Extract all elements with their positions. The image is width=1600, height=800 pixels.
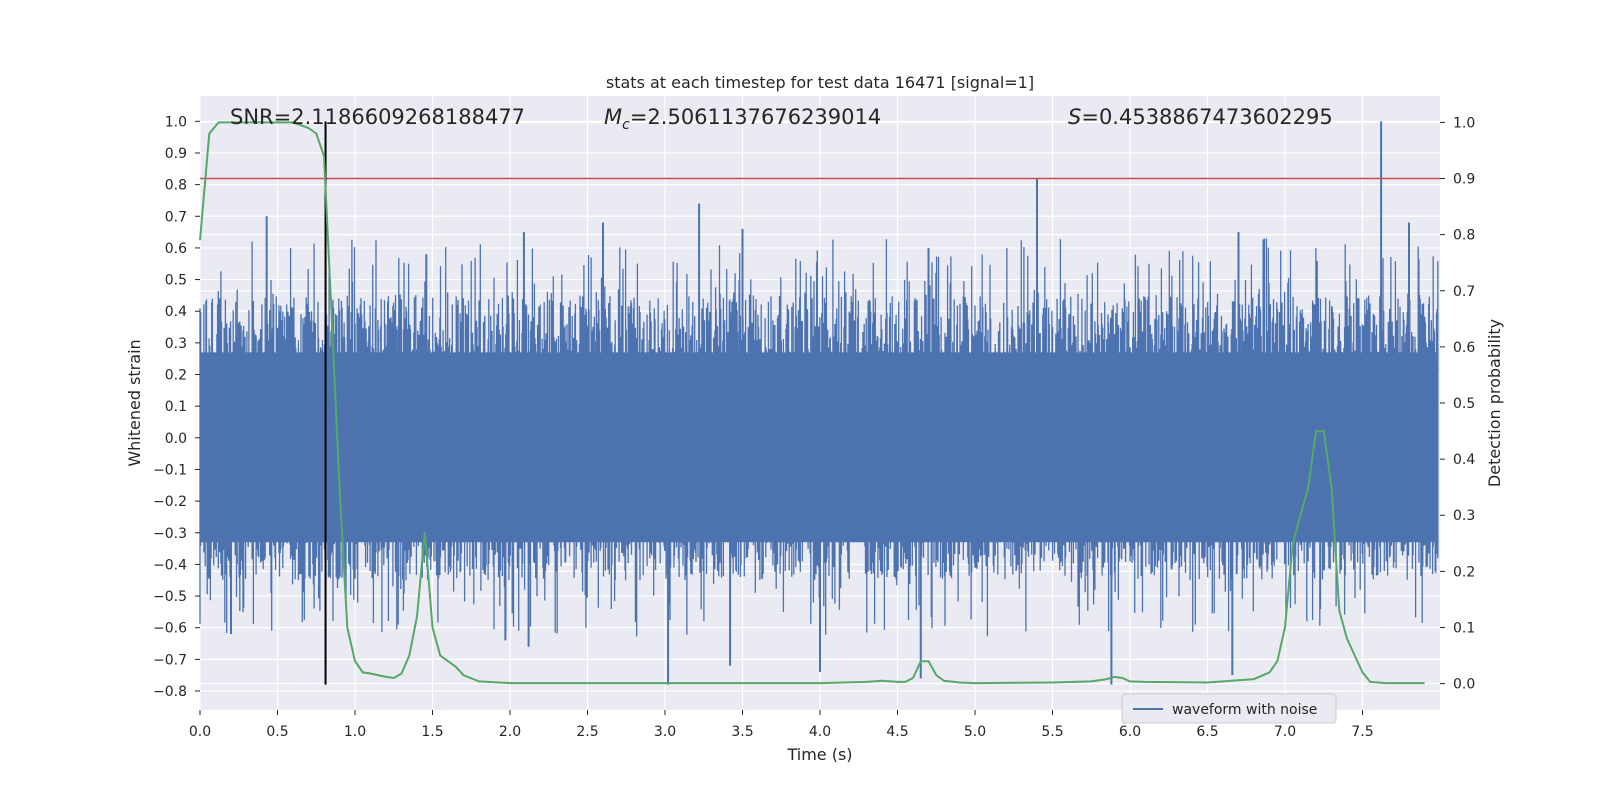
x-tick-label: 4.0 [809, 724, 831, 740]
y-tick-label: −0.5 [153, 589, 187, 605]
x-tick-label: 1.0 [344, 724, 366, 740]
right-axis-ticks: 1.0 0.9 0.8 0.7 0.6 0.5 0.4 0.3 0.2 0.1 0.0 [1440, 115, 1475, 693]
y-tick-label: 0.6 [165, 241, 187, 257]
x-tick-label: 5.5 [1041, 724, 1063, 740]
s-annotation: S=0.4538867473602295 [1068, 105, 1333, 129]
s-symbol: S [1068, 105, 1081, 129]
x-tick-label: 1.5 [421, 724, 443, 740]
x-tick-label: 7.0 [1274, 724, 1296, 740]
y2-tick-label: 0.3 [1453, 508, 1475, 524]
overlay-lines [199, 121, 1440, 685]
legend-box [1121, 693, 1337, 724]
x-tick-label: 2.0 [499, 724, 521, 740]
y-axis-label: Whitened strain [125, 339, 144, 466]
x-tick-label: 0.5 [266, 724, 288, 740]
y-tick-label: −0.2 [153, 494, 187, 510]
y2-tick-label: 0.9 [1453, 172, 1475, 188]
y-tick-label: 0.4 [165, 304, 187, 320]
y2-tick-label: 0.1 [1453, 620, 1475, 636]
y2-tick-label: 0.0 [1453, 677, 1475, 693]
legend: waveform with noise [1121, 693, 1337, 724]
left-axis-ticks: 1.0 0.9 0.8 0.7 0.6 0.5 0.4 0.3 0.2 0.1 0.0 −0.1 −0.… [153, 114, 200, 700]
y-tick-label: 0.5 [165, 273, 187, 289]
mc-subscript: c [622, 117, 630, 133]
y-tick-label: −0.8 [153, 684, 187, 700]
y2-tick-label: 0.6 [1453, 340, 1475, 356]
detection-probability-line [199, 121, 1425, 685]
x-axis-ticks: 0.0 0.5 1.0 1.5 2.0 2.5 3.0 3.5 4.0 4.5 5.0 5.5 6.0 6… [189, 710, 1374, 740]
y-tick-label: 0.8 [165, 178, 187, 194]
x-axis-label: Time (s) [786, 745, 852, 764]
y-tick-label: 1.0 [165, 114, 187, 130]
x-tick-label: 7.5 [1351, 724, 1373, 740]
y2-tick-label: 0.8 [1453, 228, 1475, 244]
s-value: =0.4538867473602295 [1081, 105, 1332, 129]
y-tick-label: 0.1 [165, 399, 187, 415]
y2-axis-label: Detection probability [1485, 319, 1504, 487]
y-tick-label: 0.3 [165, 336, 187, 352]
y-tick-label: −0.3 [153, 526, 187, 542]
x-tick-label: 5.0 [964, 724, 986, 740]
y2-tick-label: 0.7 [1453, 284, 1475, 300]
x-tick-label: 4.5 [886, 724, 908, 740]
y-tick-label: −0.4 [153, 557, 187, 573]
y2-tick-label: 0.2 [1453, 564, 1475, 580]
waveform-noise-series [199, 121, 1439, 685]
y-tick-label: −0.6 [153, 621, 187, 637]
x-tick-label: 3.0 [654, 724, 676, 740]
y-tick-label: −0.7 [153, 652, 187, 668]
y-tick-label: 0.9 [165, 146, 187, 162]
y2-tick-label: 0.5 [1453, 396, 1475, 412]
y-tick-label: 0.7 [165, 209, 187, 225]
mc-annotation: Mc=2.5061137676239014 [604, 105, 881, 133]
y2-tick-label: 0.4 [1453, 452, 1475, 468]
chart-title: stats at each timestep for test data 164… [606, 73, 1034, 92]
x-tick-label: 3.5 [731, 724, 753, 740]
legend-label: waveform with noise [1172, 702, 1317, 718]
x-tick-label: 6.5 [1196, 724, 1218, 740]
mc-symbol: M [604, 105, 622, 129]
snr-annotation: SNR=2.1186609268188477 [230, 105, 525, 129]
y-tick-label: 0.0 [165, 431, 187, 447]
y-tick-label: 0.2 [165, 368, 187, 384]
y-tick-label: −0.1 [153, 462, 187, 478]
x-tick-label: 6.0 [1119, 724, 1141, 740]
y2-tick-label: 1.0 [1453, 115, 1475, 131]
x-tick-label: 0.0 [189, 724, 211, 740]
mc-value: =2.5061137676239014 [630, 105, 881, 129]
x-tick-label: 2.5 [576, 724, 598, 740]
